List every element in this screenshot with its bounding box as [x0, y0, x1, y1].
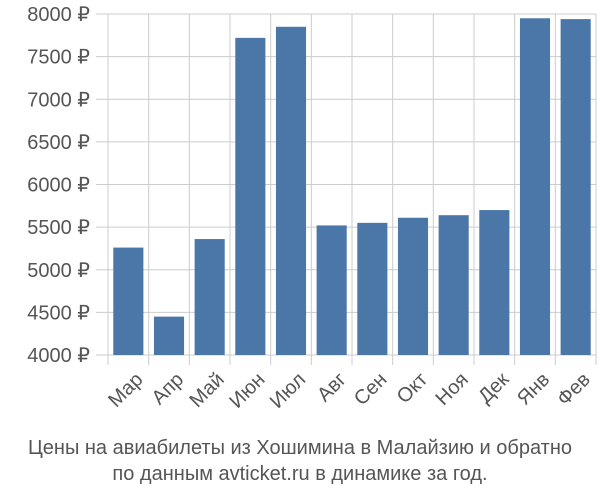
bar	[438, 215, 469, 355]
y-tick-label: 6500 ₽	[27, 132, 90, 154]
bars	[113, 18, 591, 356]
grid-lines	[96, 13, 597, 365]
x-tick-label: Май	[186, 369, 229, 412]
bar	[397, 217, 429, 355]
chart-caption-line-1: Цены на авиабилеты из Хошимина в Малайзи…	[27, 437, 572, 459]
y-tick-label: 5500 ₽	[27, 217, 90, 239]
bar	[153, 316, 185, 355]
y-tick-label: 4000 ₽	[27, 345, 90, 367]
x-tick-label: Июн	[225, 369, 269, 413]
x-tick-label: Ноя	[432, 369, 473, 410]
x-tick-label: Окт	[393, 369, 432, 408]
bar	[357, 222, 388, 355]
bar	[113, 247, 144, 355]
y-tick-label: 5000 ₽	[27, 260, 90, 282]
bar	[235, 37, 266, 356]
x-tick-label: Мар	[104, 369, 147, 412]
y-axis-ticks: 4000 ₽ 4500 ₽ 5000 ₽ 5500 ₽ 6000 ₽ 6500 ₽ 7000…	[27, 4, 90, 367]
bar-chart: 4000 ₽ 4500 ₽ 5000 ₽ 5500 ₽ 6000 ₽ 6500 ₽ 7000…	[27, 4, 597, 413]
x-tick-label: Авг	[313, 369, 351, 407]
y-tick-label: 7500 ₽	[27, 47, 90, 69]
bar	[316, 225, 347, 355]
y-tick-label: 7000 ₽	[27, 89, 90, 111]
x-tick-label: Фев	[553, 369, 595, 411]
x-tick-label: Апр	[148, 369, 189, 410]
y-tick-label: 8000 ₽	[27, 4, 90, 26]
x-tick-label: Сен	[350, 369, 391, 410]
bar	[560, 19, 591, 356]
x-tick-label: Дек	[474, 368, 513, 407]
y-tick-label: 4500 ₽	[27, 302, 90, 324]
bar	[275, 26, 307, 355]
chart-caption-line-2: по данным avticket.ru в динамике за год.	[112, 463, 488, 485]
x-tick-label: Янв	[513, 369, 554, 410]
y-tick-label: 6000 ₽	[27, 175, 90, 197]
bar	[519, 18, 551, 355]
x-tick-label: Июл	[266, 369, 310, 413]
bar	[479, 210, 510, 355]
bar	[194, 239, 225, 355]
